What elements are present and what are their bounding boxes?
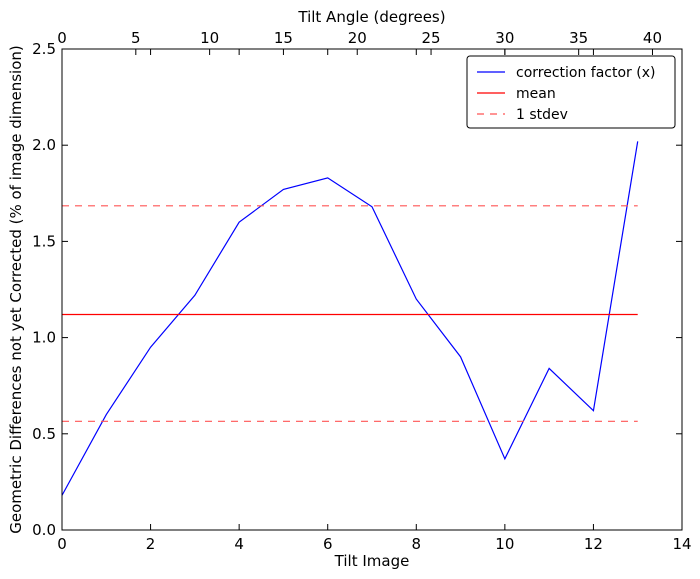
x-tick-label: 8 (412, 535, 422, 553)
top-tick-label: 30 (495, 29, 514, 47)
legend: correction factor (x) mean 1 stdev (466, 55, 676, 129)
y-tick-label: 1.0 (32, 329, 56, 347)
top-tick-label: 40 (643, 29, 662, 47)
top-tick-label: 0 (57, 29, 67, 47)
y-tick-label: 2.5 (32, 40, 56, 58)
y-tick-label: 1.5 (32, 232, 56, 250)
top-tick-label: 20 (348, 29, 367, 47)
top-tick-label: 25 (422, 29, 441, 47)
top-tick-label: 5 (131, 29, 141, 47)
legend-label: mean (516, 86, 556, 102)
top-tick-label: 35 (569, 29, 588, 47)
y-axis-title: Geometric Differences not yet Corrected … (7, 45, 25, 534)
plot-frame (61, 48, 683, 531)
x-tick-label: 4 (234, 535, 244, 553)
legend-box (466, 55, 676, 129)
top-tick-label: 15 (274, 29, 293, 47)
x-tick-label: 12 (584, 535, 603, 553)
legend-label: correction factor (x) (516, 65, 655, 81)
x-tick-label: 0 (57, 535, 67, 553)
top-axis-title: Tilt Angle (degrees) (297, 8, 445, 26)
series-line-0 (61, 141, 639, 496)
y-tick-label: 0.0 (32, 521, 56, 539)
legend-label: 1 stdev (516, 107, 568, 123)
x-tick-label: 14 (672, 535, 691, 553)
x-tick-label: 6 (323, 535, 333, 553)
axis-ticks: 0 2 4 6 8 10 12 140.00.51.01.52.02.50 5 10 15 20 25 3… (32, 29, 691, 553)
y-tick-label: 0.5 (32, 425, 56, 443)
y-tick-label: 2.0 (32, 136, 56, 154)
x-tick-label: 10 (495, 535, 514, 553)
x-tick-label: 2 (146, 535, 156, 553)
top-tick-label: 10 (200, 29, 219, 47)
x-axis-title: Tilt Image (334, 552, 410, 570)
plot-lines (61, 141, 639, 496)
